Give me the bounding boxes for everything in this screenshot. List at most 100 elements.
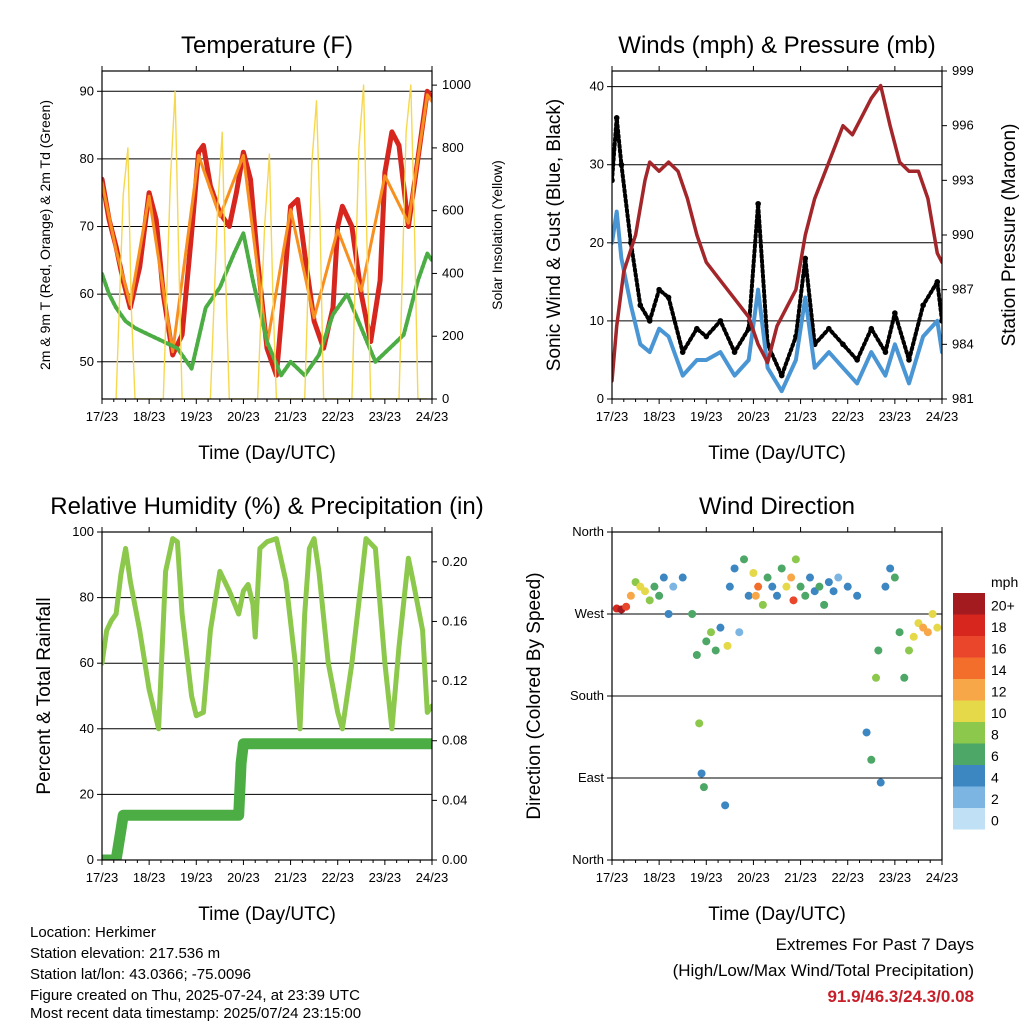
x-tick-label: 18/23: [133, 870, 166, 885]
direction-point: [730, 564, 739, 573]
direction-point: [716, 623, 725, 632]
direction-point: [702, 637, 711, 646]
y-tick-label: 50: [80, 354, 94, 369]
direction-point: [707, 628, 715, 637]
chart-title: Relative Humidity (%) & Precipitation (i…: [50, 493, 483, 520]
dewpoint-line: [102, 231, 432, 378]
plot-frame: [101, 531, 433, 861]
x-tick-label: 17/23: [596, 409, 629, 424]
legend-swatch: [953, 743, 985, 765]
y2-tick-label: 0: [442, 391, 449, 406]
data-point: [939, 318, 942, 324]
y-tick-label: 70: [80, 219, 94, 234]
legend-swatch: [953, 722, 985, 744]
y2-tick-label: 0.04: [442, 792, 467, 807]
data-point: [745, 325, 752, 332]
timestamp-text: Most recent data timestamp: 2025/07/24 2…: [30, 1005, 362, 1022]
plot-frame: [611, 531, 943, 861]
legend-title: mph: [991, 574, 1018, 590]
y-tick-label: North: [572, 524, 604, 539]
y-tick-label: 60: [80, 655, 94, 670]
legend-label: 18: [991, 619, 1007, 635]
direction-point: [806, 573, 814, 582]
direction-point: [763, 573, 772, 582]
x-tick-label: 18/23: [643, 870, 676, 885]
data-point: [717, 318, 724, 324]
x-tick-label: 20/23: [737, 409, 770, 424]
direction-point: [721, 801, 730, 810]
y2-tick-label: 600: [442, 203, 464, 218]
plot-area: [102, 84, 432, 399]
panel-rh: Relative Humidity (%) & Precipitation (i…: [34, 493, 484, 925]
y2-tick-label: 0.16: [442, 613, 467, 628]
y2-tick-label: 984: [952, 336, 974, 351]
x-axis-label: Time (Day/UTC): [198, 904, 336, 925]
direction-point: [622, 602, 631, 611]
y-axis-label: Sonic Wind & Gust (Blue, Black): [544, 99, 565, 371]
y-tick-label: South: [570, 688, 604, 703]
direction-point: [895, 628, 904, 637]
direction-point: [688, 610, 697, 618]
data-point: [656, 286, 662, 293]
x-tick-label: 17/23: [86, 870, 119, 885]
direction-point: [645, 596, 654, 605]
y2-axis-label: Solar Insolation (Yellow): [489, 160, 505, 310]
plot-frame: [101, 70, 433, 400]
y2-tick-label: 999: [952, 63, 974, 78]
x-tick-label: 20/23: [737, 870, 770, 885]
gust-line: [612, 115, 942, 378]
x-tick-label: 20/23: [227, 409, 260, 424]
y-tick-label: 20: [590, 235, 604, 250]
legend-label: 16: [991, 641, 1007, 657]
x-tick-label: 19/23: [690, 409, 723, 424]
plot-frame: [611, 70, 943, 400]
legend-label: 10: [991, 705, 1007, 721]
direction-point: [843, 582, 852, 591]
direction-point: [829, 587, 838, 596]
x-tick-label: 24/23: [926, 409, 959, 424]
chart-title: Wind Direction: [699, 493, 855, 520]
y2-tick-label: 0.08: [442, 733, 467, 748]
direction-point: [789, 596, 798, 605]
direction-point: [876, 778, 885, 787]
direction-point: [751, 591, 760, 600]
data-point: [906, 357, 912, 363]
direction-point: [695, 719, 704, 728]
x-tick-label: 23/23: [369, 870, 402, 885]
x-tick-label: 18/23: [133, 409, 166, 424]
data-point: [826, 325, 832, 332]
panel-temp: Temperature (F) Time (Day/UTC) 2m & 9m T (…: [37, 32, 505, 464]
legend-swatch: [953, 614, 985, 636]
x-axis-label: Time (Day/UTC): [198, 443, 336, 464]
y-tick-label: 30: [590, 157, 604, 172]
x-tick-label: 19/23: [180, 870, 213, 885]
direction-point: [723, 641, 732, 650]
direction-point: [834, 573, 843, 582]
direction-point: [768, 582, 777, 591]
panel-wind: Winds (mph) & Pressure (mb) Time (Day/UTC…: [544, 32, 1020, 464]
direction-point: [735, 628, 744, 637]
direction-point: [923, 628, 932, 637]
direction-point: [650, 582, 659, 591]
y2-tick-label: 0.12: [442, 673, 467, 688]
data-point: [755, 200, 761, 207]
data-point: [618, 161, 625, 168]
solar-line: [115, 84, 428, 399]
wind-line: [612, 209, 942, 394]
x-tick-label: 22/23: [831, 870, 864, 885]
y-tick-label: East: [578, 770, 604, 785]
y2-tick-label: 993: [952, 172, 974, 187]
direction-point: [886, 564, 895, 573]
direction-point: [669, 582, 678, 591]
direction-point: [890, 573, 899, 582]
y-tick-label: 80: [80, 590, 94, 605]
direction-point: [754, 582, 763, 591]
direction-point: [867, 755, 876, 764]
legend-swatch: [953, 765, 985, 787]
direction-point: [678, 573, 687, 582]
y2-tick-label: 400: [442, 265, 464, 280]
extremes-subtitle: (High/Low/Max Wind/Total Precipitation): [672, 961, 974, 980]
legend-swatch: [953, 786, 985, 808]
direction-point: [928, 610, 937, 618]
